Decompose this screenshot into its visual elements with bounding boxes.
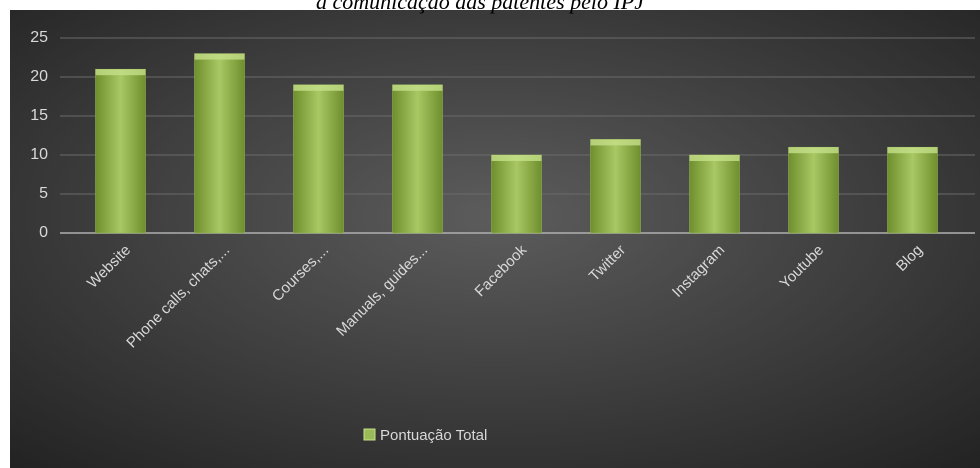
y-tick-label: 10 [30, 146, 48, 163]
bar [95, 68, 146, 234]
bar-bevel [590, 139, 641, 146]
y-tick-label: 20 [30, 68, 48, 85]
legend-label: Pontuação Total [380, 427, 487, 444]
bar-bevel [95, 69, 146, 76]
bar [293, 84, 344, 234]
bar [590, 139, 641, 234]
y-tick-label: 25 [30, 29, 48, 46]
chart-title: a comunicação das patentes pelo IPJ [316, 0, 645, 14]
bar [491, 154, 542, 234]
bar-bevel [491, 155, 542, 161]
bar-bevel [788, 147, 839, 154]
bar-bevel [194, 53, 245, 60]
bar-bevel [887, 147, 938, 154]
chart-background [10, 10, 980, 468]
bar [689, 154, 740, 234]
y-tick-label: 15 [30, 107, 48, 124]
bar [788, 146, 839, 234]
bar-bevel [293, 84, 344, 91]
bar-bevel [392, 84, 443, 91]
legend-swatch [363, 428, 376, 441]
y-tick-label: 0 [39, 224, 48, 241]
bar-bevel [689, 155, 740, 161]
y-tick-label: 5 [39, 185, 48, 202]
bar [392, 84, 443, 234]
bar [194, 53, 245, 234]
bar [887, 146, 938, 234]
